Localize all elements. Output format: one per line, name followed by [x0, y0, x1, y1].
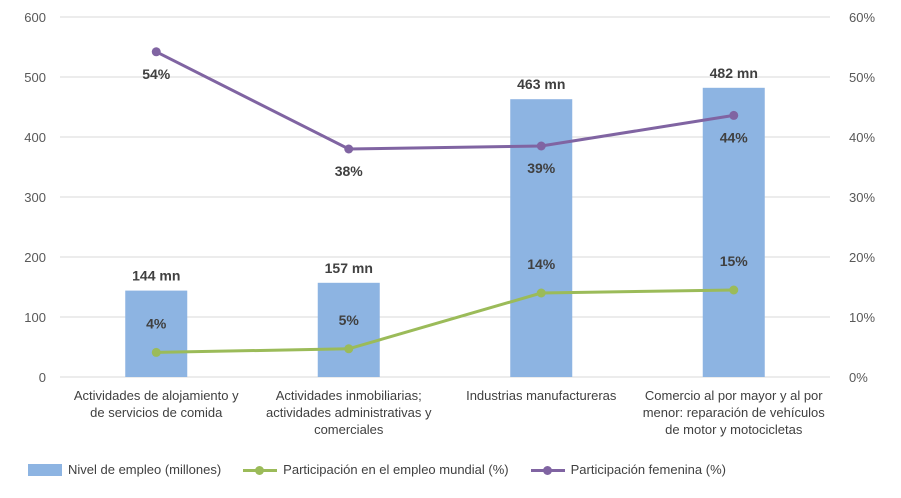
- legend-swatch-female: [530, 464, 565, 476]
- left-axis-ticks: 0 100 200 300 400 500 600: [24, 10, 46, 385]
- right-tick-label: 0%: [849, 370, 868, 385]
- share-value-label: 15%: [720, 253, 749, 269]
- legend-swatch-bar: [28, 463, 62, 476]
- bar[interactable]: [702, 87, 765, 378]
- bar[interactable]: [317, 282, 380, 377]
- bar-value-label: 463 mn: [517, 76, 565, 92]
- bar[interactable]: [510, 99, 573, 377]
- female-value-label: 38%: [335, 163, 364, 179]
- share-point[interactable]: [151, 347, 161, 357]
- right-tick-label: 60%: [849, 10, 875, 25]
- legend-item-female[interactable]: Participación femenina (%): [530, 462, 726, 477]
- legend-label-share: Participación en el empleo mundial (%): [283, 462, 509, 477]
- legend-item-bar[interactable]: Nivel de empleo (millones): [28, 462, 221, 477]
- share-point[interactable]: [729, 285, 739, 295]
- legend: Nivel de empleo (millones) Participación…: [28, 462, 748, 477]
- share-line: [156, 288, 734, 354]
- right-tick-label: 40%: [849, 130, 875, 145]
- line-series: [151, 47, 739, 357]
- category-label: Industrias manufactureras: [466, 388, 617, 403]
- female-point[interactable]: [729, 110, 739, 120]
- category-labels: Actividades de alojamiento y de servicios…: [74, 388, 825, 437]
- left-tick-label: 200: [24, 250, 46, 265]
- chart: 0 100 200 300 400 500 600 0% 10% 20% 30% 40% 50% 60%…: [24, 10, 875, 437]
- bar-series: [125, 87, 765, 378]
- female-point[interactable]: [151, 47, 161, 57]
- female-line: [155, 50, 734, 151]
- bar-value-label: 482 mn: [710, 65, 758, 81]
- female-value-label: 54%: [142, 66, 171, 82]
- female-point[interactable]: [536, 141, 546, 151]
- female-point[interactable]: [344, 144, 354, 154]
- female-value-label: 44%: [720, 129, 749, 145]
- share-value-label: 4%: [146, 315, 167, 331]
- category-label: Actividades inmobiliarias; actividades ad…: [266, 388, 432, 437]
- left-tick-label: 400: [24, 130, 46, 145]
- gridlines: [60, 16, 830, 378]
- right-axis-ticks: 0% 10% 20% 30% 40% 50% 60%: [849, 10, 875, 385]
- bar-value-label: 157 mn: [325, 260, 373, 276]
- right-tick-label: 20%: [849, 250, 875, 265]
- share-point[interactable]: [344, 344, 354, 354]
- right-tick-label: 30%: [849, 190, 875, 205]
- data-labels: 144 mn 157 mn 463 mn 482 mn 4% 5% 14% 15% 54% 38%…: [132, 65, 758, 332]
- left-tick-label: 300: [24, 190, 46, 205]
- category-label: Actividades de alojamiento y de servicios…: [74, 388, 239, 420]
- legend-label-female: Participación femenina (%): [570, 462, 726, 477]
- share-point[interactable]: [536, 288, 546, 298]
- left-tick-label: 500: [24, 70, 46, 85]
- category-label: Comercio al por mayor y al por menor: rep…: [643, 388, 826, 437]
- legend-item-share[interactable]: Participación en el empleo mundial (%): [243, 462, 509, 477]
- bar-value-label: 144 mn: [132, 268, 180, 284]
- share-value-label: 5%: [339, 312, 360, 328]
- left-tick-label: 0: [39, 370, 46, 385]
- bar[interactable]: [125, 290, 188, 377]
- left-tick-label: 100: [24, 310, 46, 325]
- share-value-label: 14%: [527, 256, 556, 272]
- female-value-label: 39%: [527, 160, 556, 176]
- legend-swatch-share: [243, 464, 278, 476]
- legend-label-employment: Nivel de empleo (millones): [68, 462, 222, 477]
- right-tick-label: 10%: [849, 310, 875, 325]
- right-tick-label: 50%: [849, 70, 875, 85]
- left-tick-label: 600: [24, 10, 46, 25]
